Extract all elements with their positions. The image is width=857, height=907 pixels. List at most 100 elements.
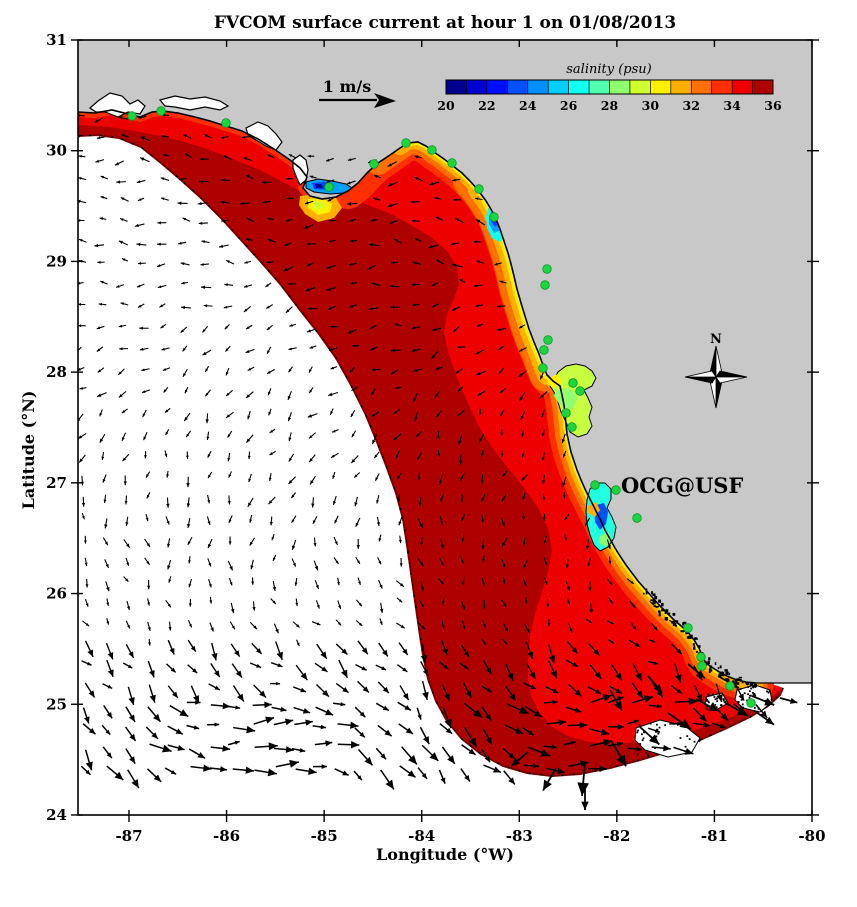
y-tick-label: 27 — [46, 474, 67, 492]
model-domain-boundary — [78, 133, 784, 778]
current-vector-head — [440, 497, 444, 501]
colorbar-tick-label: 28 — [601, 98, 619, 113]
current-vector-head — [440, 561, 444, 566]
current-vector-head — [371, 282, 376, 286]
current-vector-head — [285, 218, 290, 222]
current-vector-head — [436, 259, 440, 263]
mangrove-speckle — [736, 678, 740, 681]
island-speckle — [679, 737, 682, 739]
y-axis-label: Latitude (°N) — [19, 391, 38, 510]
current-vector-head — [472, 709, 483, 718]
current-vector-head — [351, 458, 356, 464]
current-vector-head — [374, 175, 378, 178]
current-vector-head — [96, 326, 101, 330]
current-vector-head — [350, 413, 354, 418]
mangrove-speckle — [654, 596, 658, 600]
current-vector-head — [414, 238, 419, 242]
current-vector-head — [464, 665, 469, 670]
current-vector-head — [78, 324, 82, 328]
current-vector-head — [82, 515, 85, 520]
mangrove-speckle — [666, 612, 671, 615]
current-vector-head — [480, 480, 484, 484]
current-vector-head — [485, 713, 492, 721]
current-vector-head — [509, 693, 516, 701]
island-speckle — [767, 691, 770, 694]
current-vector-head — [378, 538, 382, 542]
current-vector-head — [485, 737, 492, 745]
current-vector-head — [385, 779, 394, 790]
current-vector-head — [444, 718, 452, 729]
current-vector-head — [684, 747, 694, 755]
current-vector-head — [379, 621, 383, 625]
current-vector-head — [153, 774, 162, 782]
current-vector-head — [461, 517, 465, 521]
current-vector-head — [468, 748, 476, 755]
mangrove-speckle — [682, 622, 685, 626]
current-vector-head — [465, 690, 472, 698]
current-vector-head — [630, 580, 634, 584]
coastline — [78, 109, 757, 684]
current-vector-head — [99, 438, 104, 443]
mangrove-speckle — [727, 679, 730, 683]
current-vector-head — [185, 455, 189, 459]
current-vector-head — [574, 707, 582, 713]
current-vector-head — [458, 412, 462, 416]
current-vectors — [78, 113, 798, 810]
station-dot — [543, 335, 553, 345]
mangrove-speckle — [745, 681, 748, 685]
current-vector-head — [179, 177, 183, 181]
station-dot — [401, 138, 411, 148]
current-vector-head — [464, 774, 470, 782]
current-vector-head — [136, 242, 141, 247]
current-vector-head — [229, 581, 233, 586]
current-vector-head — [320, 651, 327, 659]
current-vector-head — [237, 693, 244, 702]
current-vector-head — [269, 452, 273, 456]
current-vector-head — [616, 696, 624, 702]
current-vector-head — [440, 777, 446, 784]
current-vector-head — [322, 689, 329, 697]
current-vector-head — [764, 716, 775, 725]
colorbar-segment — [589, 80, 610, 94]
mangrove-speckle — [685, 631, 688, 635]
colorbar-segment — [548, 80, 570, 94]
current-vector-head — [312, 520, 316, 524]
velocity-scale-label: 1 m/s — [323, 77, 371, 96]
current-vector-head — [332, 429, 336, 433]
current-vector-head — [457, 388, 462, 392]
current-vector-head — [226, 392, 230, 396]
island-speckle — [750, 687, 753, 690]
current-vector-head — [593, 649, 600, 656]
current-vector-head — [99, 412, 103, 417]
current-vector-head — [648, 734, 660, 745]
current-vector-head — [702, 721, 710, 728]
colorbar-tick-label: 30 — [642, 98, 660, 113]
current-vector-head — [636, 746, 642, 752]
island-speckle — [705, 697, 708, 700]
current-vector-head — [291, 519, 295, 523]
island-speckle — [636, 753, 639, 756]
current-vector-head — [688, 697, 698, 706]
current-vector-head — [307, 306, 312, 311]
island-speckle — [737, 700, 740, 703]
current-vector-head — [407, 770, 416, 778]
current-vector-head — [147, 602, 150, 606]
current-vector-head — [522, 542, 526, 546]
island-speckle — [768, 690, 771, 693]
mangrove-speckle — [693, 645, 696, 648]
current-vector-head — [349, 304, 353, 308]
current-vector-head — [308, 435, 313, 439]
mangrove-speckle — [675, 620, 679, 623]
current-vector-head — [201, 240, 205, 244]
y-tick-label: 28 — [46, 363, 67, 381]
current-vector-head — [609, 600, 613, 604]
mangrove-speckle — [672, 612, 676, 616]
island-speckle — [713, 696, 716, 698]
current-vector-head — [354, 474, 358, 478]
x-tick-label: -85 — [311, 827, 338, 845]
current-vector-head — [444, 693, 450, 702]
colorbar-tick-label: 32 — [683, 98, 700, 113]
current-vector-head — [431, 354, 436, 359]
current-vector-head — [306, 329, 312, 333]
